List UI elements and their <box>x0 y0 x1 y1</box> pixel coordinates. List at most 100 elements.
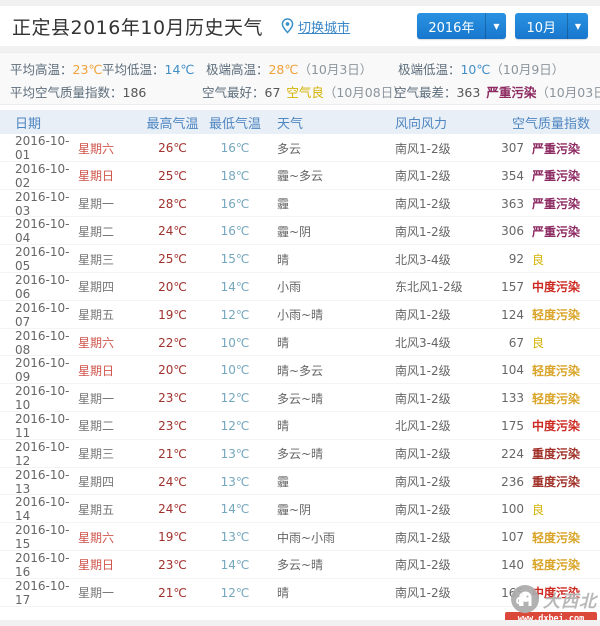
col-header-weather: 天气 <box>277 116 304 132</box>
row-aqi-value: 67 <box>508 335 524 350</box>
row-weekday: 星期四 <box>78 475 115 490</box>
row-aqi-level: 严重污染 <box>532 224 581 239</box>
year-select-chevron-down-icon[interactable]: ▼ <box>485 13 506 39</box>
stat-best-air-level: 空气良 <box>286 85 324 100</box>
stat-ext-low: 极端低温：10℃（10月9日） <box>398 58 564 81</box>
stat-ext-high-value: 28℃ <box>268 62 299 77</box>
spacer <box>0 105 600 110</box>
row-high-temp: 19℃ <box>158 530 187 545</box>
row-weekday: 星期二 <box>78 419 115 434</box>
row-low-temp: 14℃ <box>220 279 250 294</box>
table-row: 2016-10-15 星期六 19℃ 13℃ 中雨~小雨 南风1-2级 107 … <box>0 523 600 551</box>
row-aqi-level: 轻度污染 <box>532 558 581 573</box>
watermark-site-name: 大西北 <box>543 591 597 612</box>
row-high-temp: 23℃ <box>158 557 187 572</box>
summary-panel: 平均高温：23℃ 平均低温：14℃ 极端高温：28℃（10月3日） 极端低温：1… <box>0 52 600 105</box>
row-aqi-value: 175 <box>501 418 524 433</box>
row-low-temp: 14℃ <box>220 502 250 517</box>
stat-avg-aqi-value: 186 <box>122 85 147 100</box>
location-pin-icon <box>281 18 294 34</box>
year-select[interactable]: 2016年 ▼ <box>417 13 507 39</box>
stat-worst-air-label: 空气最差： <box>393 85 457 100</box>
row-aqi: 363 严重污染 <box>472 195 600 212</box>
row-high-temp: 26℃ <box>158 141 187 155</box>
row-aqi-value: 100 <box>501 502 524 517</box>
row-wind: 南风1-2级 <box>395 530 451 545</box>
row-high-temp: 24℃ <box>158 502 187 517</box>
row-aqi: 67 良 <box>472 334 600 351</box>
row-aqi-level: 重度污染 <box>532 475 581 490</box>
col-header-date: 日期 <box>15 116 42 132</box>
row-date: 2016-10-04 <box>15 217 70 246</box>
row-weather: 多云~晴 <box>277 558 324 573</box>
table-row: 2016-10-13 星期四 24℃ 13℃ 霾 南风1-2级 236 重度污染 <box>0 467 600 496</box>
row-aqi: 224 重度污染 <box>472 445 600 462</box>
row-wind: 北风1-2级 <box>395 419 451 434</box>
col-header-high: 最高气温 <box>146 116 199 132</box>
row-aqi-value: 307 <box>501 141 524 155</box>
switch-city-link[interactable]: 切换城市 <box>298 20 351 36</box>
row-high-temp: 22℃ <box>158 335 187 350</box>
stat-worst-air: 空气最差：363 严重污染（10月03日） <box>394 81 600 104</box>
row-aqi-value: 354 <box>501 168 524 183</box>
switch-city[interactable]: 切换城市 <box>281 17 350 36</box>
row-aqi: 306 严重污染 <box>472 223 600 240</box>
row-high-temp: 23℃ <box>158 391 187 406</box>
row-weekday: 星期一 <box>78 391 115 406</box>
row-date: 2016-10-05 <box>15 245 70 274</box>
row-weather: 晴 <box>277 252 290 267</box>
month-select-chevron-down-icon[interactable]: ▼ <box>567 13 588 39</box>
row-wind: 南风1-2级 <box>395 475 451 490</box>
row-aqi-level: 中度污染 <box>532 419 581 434</box>
row-wind: 南风1-2级 <box>395 502 451 517</box>
row-wind: 北风3-4级 <box>395 252 451 267</box>
bottom-edge-strip <box>0 620 600 626</box>
table-row: 2016-10-09 星期日 20℃ 10℃ 晴~多云 南风1-2级 104 轻… <box>0 356 600 384</box>
row-aqi-level: 重度污染 <box>532 447 581 462</box>
divider-strip <box>0 46 600 52</box>
row-date: 2016-10-07 <box>15 300 70 329</box>
row-date: 2016-10-17 <box>15 578 70 607</box>
stat-best-air: 空气最好：67 空气良（10月08日） <box>202 81 406 104</box>
row-aqi-level: 严重污染 <box>532 197 581 212</box>
stat-ext-low-date: （10月9日） <box>490 62 565 77</box>
row-aqi: 124 轻度污染 <box>472 306 600 323</box>
stat-avg-high-value: 23℃ <box>72 62 103 77</box>
row-weather: 小雨 <box>277 280 302 295</box>
row-low-temp: 16℃ <box>220 141 250 155</box>
row-aqi: 175 中度污染 <box>472 417 600 434</box>
row-weather: 多云 <box>277 141 302 156</box>
month-select[interactable]: 10月 ▼ <box>515 13 588 39</box>
row-date: 2016-10-15 <box>15 523 70 552</box>
row-weekday: 星期一 <box>78 586 115 601</box>
summary-row-2: 平均空气质量指数：186 空气最好：67 空气良（10月08日） 空气最差：36… <box>10 81 600 104</box>
col-header-low: 最低气温 <box>208 116 261 132</box>
row-low-temp: 16℃ <box>220 224 250 239</box>
row-wind: 东北风1-2级 <box>395 280 463 295</box>
row-date: 2016-10-01 <box>15 134 70 162</box>
stat-ext-low-label: 极端低温： <box>397 62 461 77</box>
row-wind: 南风1-2级 <box>395 558 451 573</box>
stat-worst-air-date: （10月03日） <box>536 85 600 100</box>
page-title: 正定县2016年10月历史天气 <box>12 16 264 39</box>
stat-avg-aqi: 平均空气质量指数：186 <box>10 81 198 104</box>
stat-avg-low-label: 平均低温： <box>101 62 165 77</box>
row-low-temp: 16℃ <box>220 196 250 211</box>
stat-worst-air-level: 严重污染 <box>486 85 537 100</box>
date-selectors: 2016年 ▼ 10月 ▼ <box>417 13 588 39</box>
row-high-temp: 21℃ <box>158 446 187 461</box>
summary-row-1: 平均高温：23℃ 平均低温：14℃ 极端高温：28℃（10月3日） 极端低温：1… <box>10 58 600 81</box>
row-aqi: 157 中度污染 <box>472 278 600 295</box>
row-weekday: 星期五 <box>78 502 115 517</box>
row-weekday: 星期三 <box>78 447 115 462</box>
row-low-temp: 13℃ <box>220 446 250 461</box>
row-date: 2016-10-08 <box>15 328 70 357</box>
row-aqi: 354 严重污染 <box>472 167 600 184</box>
row-low-temp: 10℃ <box>220 363 250 378</box>
row-low-temp: 15℃ <box>220 252 250 267</box>
row-low-temp: 10℃ <box>220 335 250 350</box>
row-aqi-level: 轻度污染 <box>532 363 581 378</box>
row-aqi: 140 轻度污染 <box>472 556 600 573</box>
row-weekday: 星期一 <box>78 197 115 212</box>
row-aqi-level: 良 <box>532 502 545 517</box>
